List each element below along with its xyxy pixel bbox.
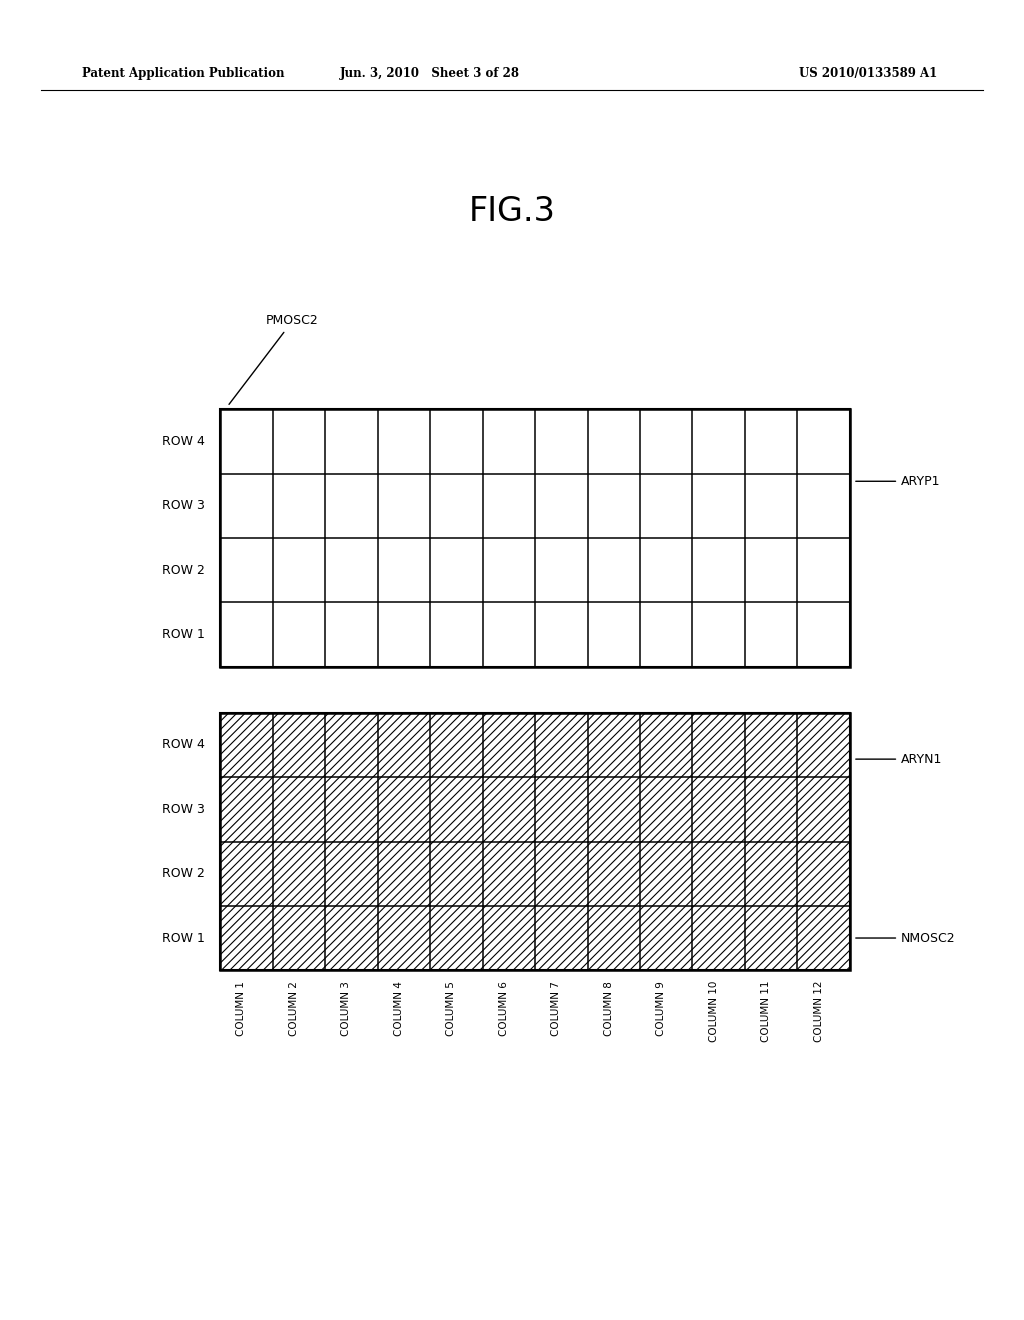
Bar xyxy=(588,713,640,777)
Bar xyxy=(272,777,326,842)
Bar xyxy=(220,409,850,667)
Text: COLUMN 2: COLUMN 2 xyxy=(289,981,299,1036)
Bar xyxy=(640,842,692,906)
Bar xyxy=(798,906,850,970)
Bar xyxy=(220,409,850,667)
Bar xyxy=(220,842,272,906)
Bar xyxy=(692,906,745,970)
Bar xyxy=(326,713,378,777)
Bar xyxy=(378,906,430,970)
Bar xyxy=(798,842,850,906)
Text: ROW 4: ROW 4 xyxy=(162,434,205,447)
Text: ARYN1: ARYN1 xyxy=(856,752,942,766)
Text: COLUMN 11: COLUMN 11 xyxy=(761,981,771,1043)
Text: ARYP1: ARYP1 xyxy=(856,475,941,488)
Bar xyxy=(326,906,378,970)
Text: COLUMN 9: COLUMN 9 xyxy=(656,981,667,1036)
Text: ROW 1: ROW 1 xyxy=(162,932,205,945)
Bar xyxy=(535,842,588,906)
Bar xyxy=(692,842,745,906)
Text: US 2010/0133589 A1: US 2010/0133589 A1 xyxy=(799,67,937,81)
Bar xyxy=(640,906,692,970)
Bar xyxy=(588,842,640,906)
Text: ROW 2: ROW 2 xyxy=(162,867,205,880)
Bar xyxy=(482,906,535,970)
Bar xyxy=(535,713,588,777)
Bar xyxy=(430,713,482,777)
Text: ROW 3: ROW 3 xyxy=(162,499,205,512)
Text: ROW 4: ROW 4 xyxy=(162,738,205,751)
Bar xyxy=(220,713,850,970)
Bar xyxy=(588,906,640,970)
Bar xyxy=(744,777,798,842)
Bar xyxy=(798,713,850,777)
Bar xyxy=(272,906,326,970)
Text: COLUMN 3: COLUMN 3 xyxy=(341,981,351,1036)
Bar xyxy=(378,777,430,842)
Bar xyxy=(220,713,850,970)
Bar xyxy=(430,906,482,970)
Text: COLUMN 5: COLUMN 5 xyxy=(446,981,457,1036)
Bar xyxy=(272,713,326,777)
Text: COLUMN 7: COLUMN 7 xyxy=(551,981,561,1036)
Bar xyxy=(220,713,272,777)
Text: Jun. 3, 2010   Sheet 3 of 28: Jun. 3, 2010 Sheet 3 of 28 xyxy=(340,67,520,81)
Text: COLUMN 12: COLUMN 12 xyxy=(814,981,823,1043)
Text: COLUMN 1: COLUMN 1 xyxy=(237,981,247,1036)
Bar xyxy=(744,713,798,777)
Bar xyxy=(378,713,430,777)
Bar xyxy=(220,777,272,842)
Text: PMOSC2: PMOSC2 xyxy=(229,314,319,404)
Text: COLUMN 8: COLUMN 8 xyxy=(604,981,613,1036)
Bar xyxy=(326,842,378,906)
Text: ROW 1: ROW 1 xyxy=(162,628,205,642)
Bar xyxy=(692,777,745,842)
Bar xyxy=(326,777,378,842)
Bar xyxy=(744,906,798,970)
Text: ROW 2: ROW 2 xyxy=(162,564,205,577)
Bar xyxy=(640,777,692,842)
Bar xyxy=(220,906,272,970)
Bar xyxy=(798,777,850,842)
Bar xyxy=(588,777,640,842)
Bar xyxy=(430,842,482,906)
Bar xyxy=(430,777,482,842)
Bar xyxy=(482,777,535,842)
Text: FIG.3: FIG.3 xyxy=(469,195,555,227)
Text: Patent Application Publication: Patent Application Publication xyxy=(82,67,285,81)
Text: NMOSC2: NMOSC2 xyxy=(856,932,955,945)
Bar xyxy=(482,713,535,777)
Bar xyxy=(744,842,798,906)
Text: ROW 3: ROW 3 xyxy=(162,803,205,816)
Text: COLUMN 10: COLUMN 10 xyxy=(709,981,719,1041)
Bar xyxy=(535,777,588,842)
Bar xyxy=(692,713,745,777)
Bar xyxy=(535,906,588,970)
Bar xyxy=(640,713,692,777)
Bar xyxy=(378,842,430,906)
Text: COLUMN 4: COLUMN 4 xyxy=(394,981,403,1036)
Bar xyxy=(482,842,535,906)
Bar xyxy=(272,842,326,906)
Text: COLUMN 6: COLUMN 6 xyxy=(499,981,509,1036)
